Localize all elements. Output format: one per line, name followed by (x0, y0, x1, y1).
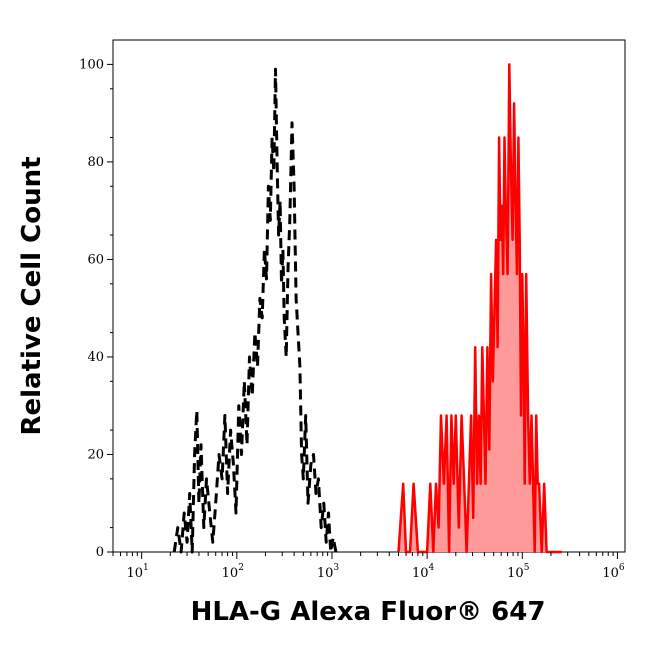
y-tick-label: 20 (87, 447, 104, 462)
y-tick-label: 40 (87, 350, 104, 365)
x-axis: 101 102 103 104 105 106 (112, 552, 625, 581)
x-tick-label: 101 (127, 563, 149, 581)
series-2-line (397, 63, 562, 554)
x-axis-title: HLA-G Alexa Fluor® 647 (191, 597, 546, 627)
y-axis: 0 20 40 60 80 100 (79, 57, 113, 560)
series-1-line (172, 67, 338, 554)
x-tick-label: 104 (412, 563, 435, 581)
y-tick-label: 100 (79, 57, 104, 72)
x-tick-label: 102 (222, 563, 244, 581)
y-tick-label: 60 (87, 252, 104, 267)
x-tick-label: 103 (317, 563, 340, 581)
y-tick-label: 80 (87, 155, 104, 170)
y-axis-title: Relative Cell Count (17, 156, 47, 435)
x-tick-label: 106 (602, 563, 625, 581)
y-tick-label: 0 (96, 545, 104, 560)
x-tick-label: 105 (507, 563, 530, 581)
series-layer (172, 63, 562, 554)
series-2-area (398, 64, 562, 553)
plot-frame (112, 39, 626, 553)
